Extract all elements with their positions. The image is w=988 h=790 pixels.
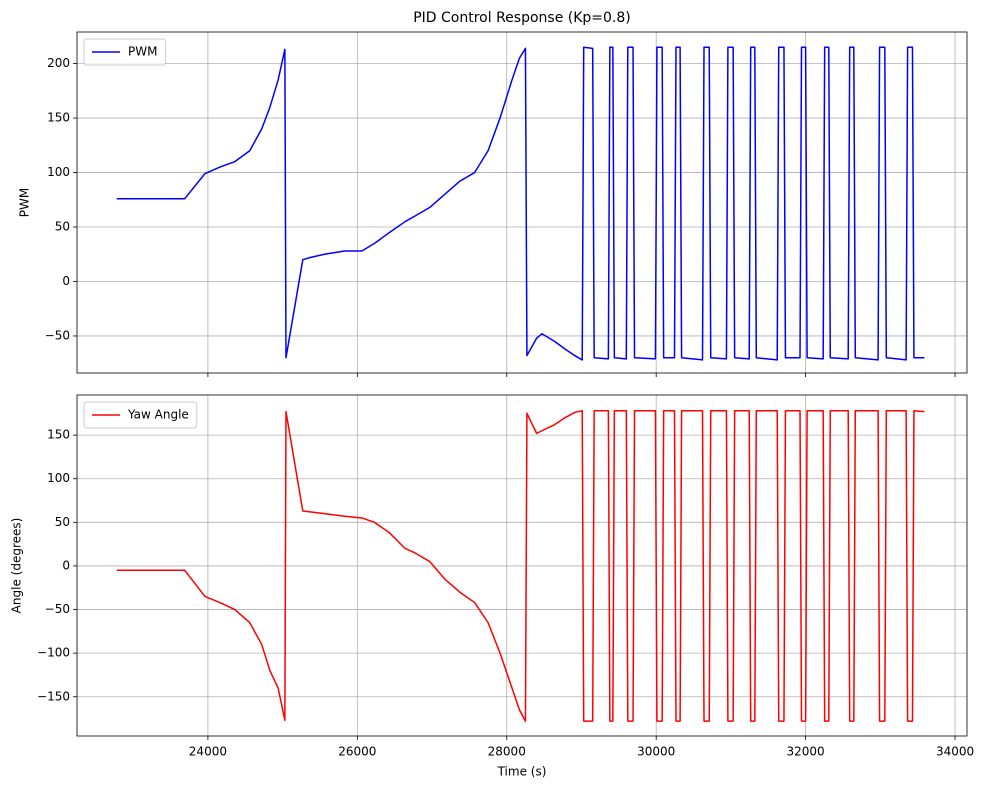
- axes-frame: [76, 394, 968, 737]
- legend-box: [83, 401, 198, 429]
- y-tick-label: 0: [62, 558, 70, 572]
- y-tick-label: 100: [47, 471, 70, 485]
- x-tick-label: 24000: [189, 745, 227, 759]
- y-tick-label: 200: [47, 56, 70, 70]
- y-tick-label: 50: [55, 515, 70, 529]
- x-tick-label: 28000: [488, 745, 526, 759]
- series-group: [116, 46, 925, 361]
- x-axis-label: Time (s): [497, 765, 547, 779]
- x-tick-label: 26000: [338, 745, 376, 759]
- y-tick-label: 50: [55, 220, 70, 234]
- legend: PWM: [83, 38, 166, 66]
- y-tick-label: 150: [47, 111, 70, 125]
- y-tick-label: −50: [45, 602, 70, 616]
- y-tick-label: −50: [45, 328, 70, 342]
- y-tick-label: 150: [47, 428, 70, 442]
- x-tick-label: 30000: [637, 745, 675, 759]
- y-tick-label: −150: [37, 689, 70, 703]
- y-tick-label: −100: [37, 646, 70, 660]
- y-axis-label: Angle (degrees): [10, 518, 24, 614]
- series-group: [116, 409, 925, 722]
- axes-frame: [76, 31, 968, 374]
- legend-label: Yaw Angle: [127, 408, 189, 422]
- y-tick-label: 0: [62, 274, 70, 288]
- y-axis-label: PWM: [18, 188, 32, 217]
- axes: −50 0 50 100 150 200 PID Control Response (Kp=…: [18, 10, 968, 377]
- legend: Yaw Angle: [83, 401, 198, 429]
- x-tick-label: 34000: [936, 745, 974, 759]
- chart-title: PID Control Response (Kp=0.8): [413, 10, 631, 26]
- legend-label: PWM: [128, 45, 157, 59]
- series-line: [116, 409, 925, 722]
- y-tick-label: 100: [47, 165, 70, 179]
- series-line: [116, 46, 925, 361]
- legend-box: [83, 38, 166, 66]
- axes: 24000 26000 28000 30000 32000 34000 −150 −100 −5…: [10, 394, 974, 779]
- x-tick-label: 32000: [787, 745, 825, 759]
